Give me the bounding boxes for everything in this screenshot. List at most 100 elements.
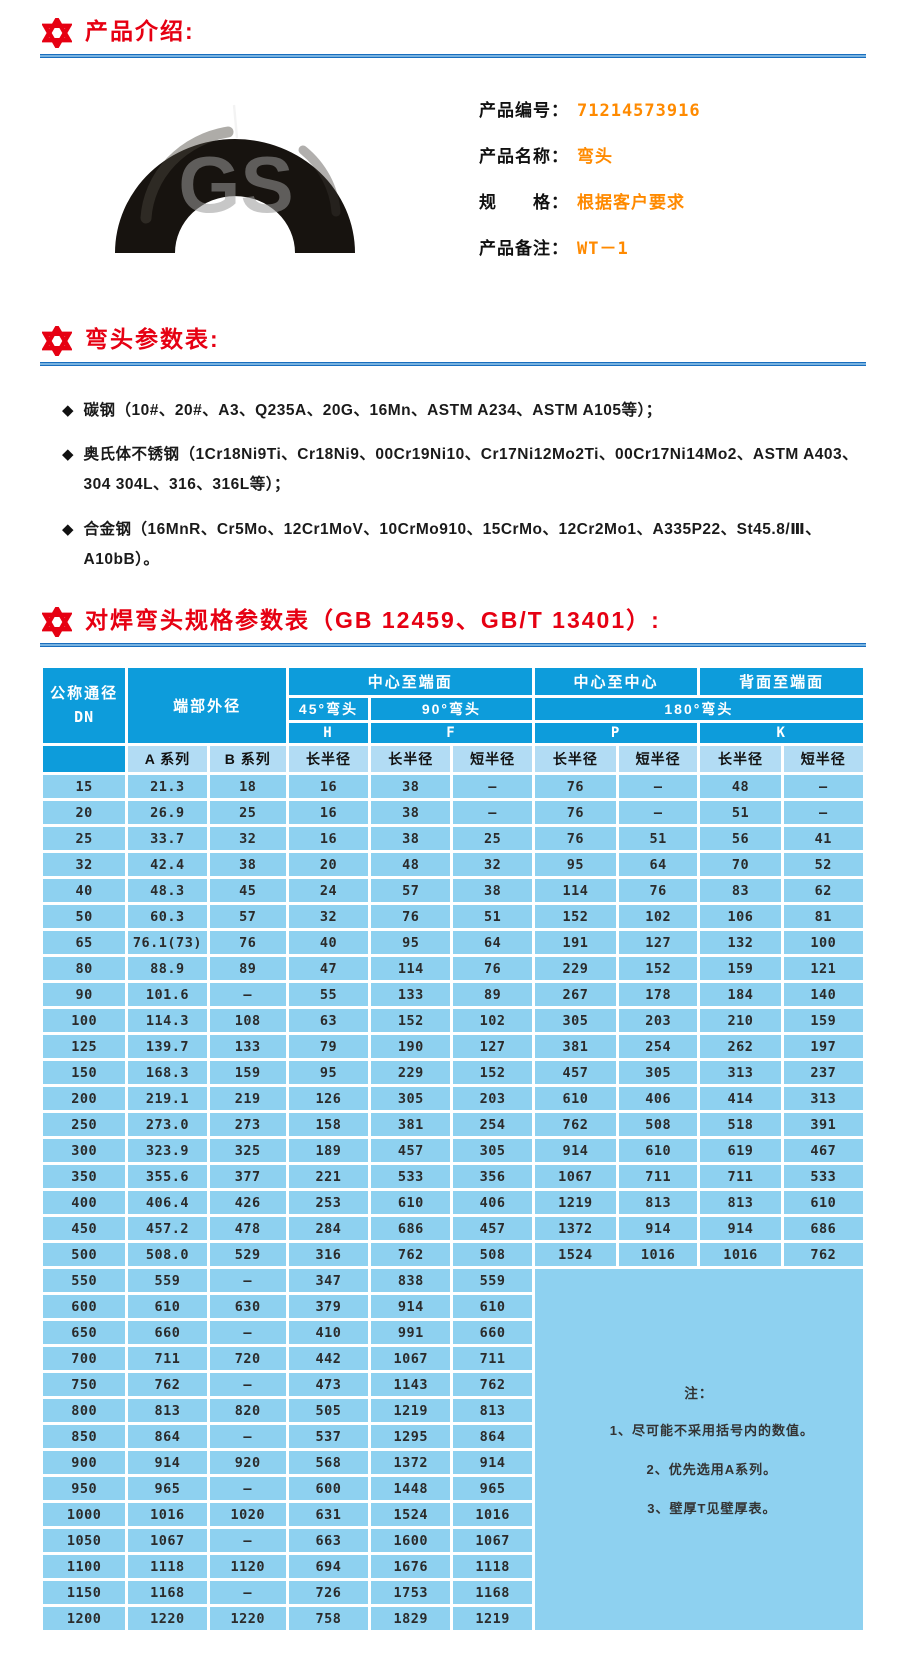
table-cell: 508 (619, 1113, 698, 1137)
table-cell: 95 (371, 931, 451, 955)
table-row: 850 864—537 1295 864 (43, 1425, 863, 1449)
table-cell: 660 (128, 1321, 207, 1345)
table-cell: 426 (209, 1191, 286, 1215)
table-cell: 41 (783, 827, 863, 851)
table-cell: 102 (453, 1009, 532, 1033)
elbow-highlight-2 (298, 145, 341, 217)
table-cell: 62 (783, 879, 863, 903)
table-cell: 200 (43, 1087, 126, 1111)
table-cell: 191 (534, 931, 617, 955)
table-cell: 355.6 (128, 1165, 207, 1189)
table-cell: 159 (209, 1061, 286, 1085)
table-cell: 70 (700, 853, 781, 877)
table-cell: 65 (43, 931, 126, 955)
table-cell: 1295 (371, 1425, 451, 1449)
table-cell: 758 (288, 1607, 369, 1631)
table-cell: 1524 (371, 1503, 451, 1527)
table-cell: 88.9 (128, 957, 207, 981)
table-cell: 16 (288, 775, 369, 799)
table-cell: 650 (43, 1321, 126, 1345)
table-cell: 24 (288, 879, 369, 903)
table-cell: 762 (534, 1113, 617, 1137)
table-cell: 457 (534, 1061, 617, 1085)
table-cell: 350 (43, 1165, 126, 1189)
table-cell: 178 (619, 983, 698, 1007)
table-row: 15 21.3 18 16 38—76—48— (43, 775, 863, 799)
table-cell: 76 (453, 957, 532, 981)
table-cell: 864 (128, 1425, 207, 1449)
table-cell: 203 (619, 1009, 698, 1033)
table-cell: 18 (209, 775, 286, 799)
table-cell: 537 (288, 1425, 369, 1449)
table-row: 50 60.3 57 32 76 51 152 102 106 81 (43, 905, 863, 929)
table-cell: 47 (288, 957, 369, 981)
table-cell: 197 (783, 1035, 863, 1059)
header-elbow-90: 90°弯头 (371, 698, 532, 721)
table-cell: — (619, 801, 698, 825)
table-cell: 414 (700, 1087, 781, 1111)
table-cell: 40 (43, 879, 126, 903)
table-cell: 108 (209, 1009, 286, 1033)
table-cell: 316 (288, 1243, 369, 1267)
table-cell: 81 (783, 905, 863, 929)
table-cell: 914 (700, 1217, 781, 1241)
table-cell: 711 (700, 1165, 781, 1189)
table-cell: 1676 (371, 1555, 451, 1579)
table-cell: 76 (619, 879, 698, 903)
table-cell: — (209, 983, 286, 1007)
table-cell: 600 (43, 1295, 126, 1319)
table-cell: 32 (209, 827, 286, 851)
table-cell: 900 (43, 1451, 126, 1475)
table-cell: 219 (209, 1087, 286, 1111)
table-cell: 1829 (371, 1607, 451, 1631)
table-cell: 76 (209, 931, 286, 955)
table-cell: 64 (453, 931, 532, 955)
table-cell: 533 (371, 1165, 451, 1189)
section-header-params: 弯头参数表: (42, 324, 866, 356)
table-cell: 914 (453, 1451, 532, 1475)
table-cell: 450 (43, 1217, 126, 1241)
table-cell: 700 (43, 1347, 126, 1371)
table-cell: 950 (43, 1477, 126, 1501)
table-cell: 1120 (209, 1555, 286, 1579)
table-cell: — (209, 1581, 286, 1605)
table-cell: 1600 (371, 1529, 451, 1553)
table-row: 350 355.6 377 221 533 356 1067 711 711 533 (43, 1165, 863, 1189)
divider-rule (40, 54, 866, 58)
table-cell: 610 (371, 1191, 451, 1215)
table-cell: 150 (43, 1061, 126, 1085)
table-cell: 38 (209, 853, 286, 877)
table-cell: 323.9 (128, 1139, 207, 1163)
table-cell: 313 (783, 1087, 863, 1111)
elbow-highlight (140, 126, 234, 224)
table-cell: 813 (619, 1191, 698, 1215)
table-cell: 184 (700, 983, 781, 1007)
table-cell: 63 (288, 1009, 369, 1033)
table-row: 80 88.9 89 47 114 76 229 152 159 121 (43, 957, 863, 981)
table-cell: 619 (700, 1139, 781, 1163)
table-cell: 152 (453, 1061, 532, 1085)
table-row: 1100 1118 1120 694 1676 1118 (43, 1555, 863, 1579)
field-spec: 规 格： 根据客户要求 (479, 188, 701, 213)
table-cell: 313 (700, 1061, 781, 1085)
table-cell: 762 (371, 1243, 451, 1267)
header-letter-k: K (700, 723, 863, 744)
table-cell: 262 (700, 1035, 781, 1059)
table-cell: 32 (43, 853, 126, 877)
elbow-shape (115, 139, 355, 253)
table-cell: 60.3 (128, 905, 207, 929)
table-cell: 600 (288, 1477, 369, 1501)
table-cell: 76.1(73) (128, 931, 207, 955)
header-elbow-45: 45°弯头 (288, 698, 369, 721)
table-row: 1000 1016 1020 631 1524 1016 (43, 1503, 863, 1527)
table-cell: 152 (534, 905, 617, 929)
table-cell: 133 (209, 1035, 286, 1059)
table-cell: 529 (209, 1243, 286, 1267)
table-row: 500 508.0 529 316 762 508 1524 1016 1016 762 (43, 1243, 863, 1267)
field-label: 规 格： (479, 193, 569, 212)
table-row: 900 914 920 568 1372 914 (43, 1451, 863, 1475)
table-cell: — (453, 775, 532, 799)
table-row: 750 762—473 1143 762 (43, 1373, 863, 1397)
table-cell: 305 (619, 1061, 698, 1085)
